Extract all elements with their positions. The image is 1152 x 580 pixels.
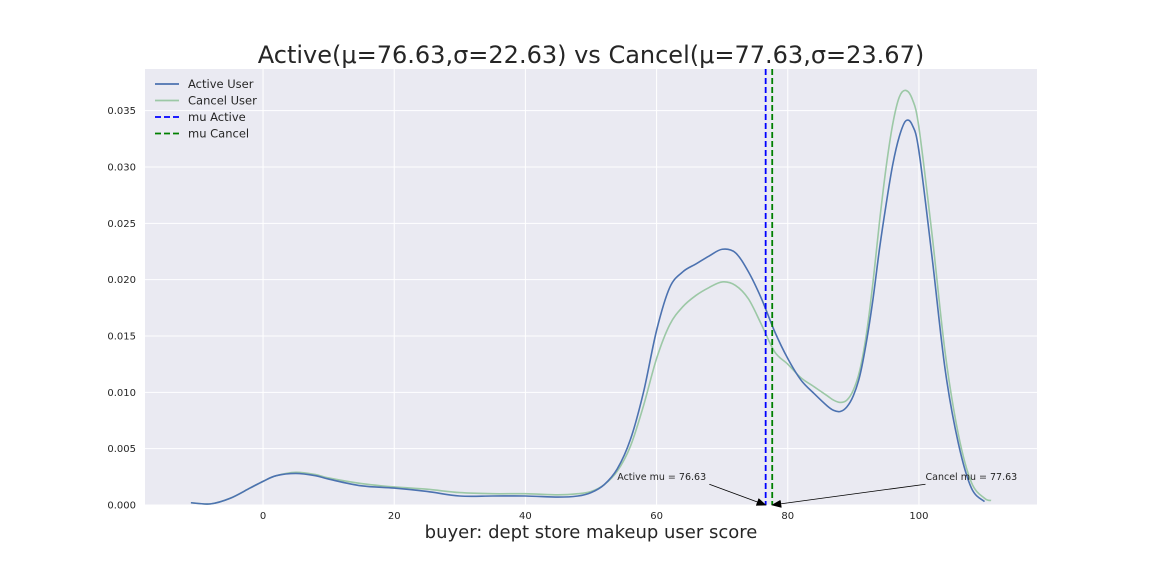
annotations: Active mu = 76.63 Cancel mu = 77.63 bbox=[617, 472, 1018, 508]
annotation-arrow bbox=[771, 483, 926, 508]
x-tick-label: 100 bbox=[909, 511, 928, 522]
y-tick-label: 0.030 bbox=[107, 163, 136, 174]
legend: Active User Cancel User mu Active mu Cancel bbox=[155, 77, 257, 141]
series-layer bbox=[190, 69, 992, 505]
x-tick-label: 20 bbox=[388, 511, 401, 522]
legend-label: mu Cancel bbox=[188, 127, 249, 141]
annotation-label: Active mu = 76.63 bbox=[617, 472, 706, 483]
x-tick-label: 80 bbox=[781, 511, 794, 522]
annotation-arrow bbox=[709, 483, 767, 506]
x-tick-label: 60 bbox=[650, 511, 663, 522]
x-tick-label: 40 bbox=[519, 511, 532, 522]
x-axis-label: buyer: dept store makeup user score bbox=[425, 522, 758, 543]
y-tick-label: 0.015 bbox=[107, 332, 136, 343]
y-tick-label: 0.020 bbox=[107, 275, 136, 286]
x-tick-label: 0 bbox=[260, 511, 266, 522]
y-tick-label: 0.005 bbox=[107, 444, 136, 455]
legend-label: mu Active bbox=[188, 110, 246, 124]
grid bbox=[145, 69, 1037, 506]
plot-area bbox=[145, 69, 1037, 505]
legend-label: Active User bbox=[188, 77, 254, 91]
chart-title: Active(μ=76.63,σ=22.63) vs Cancel(μ=77.6… bbox=[258, 41, 924, 69]
y-tick-label: 0.025 bbox=[107, 219, 136, 230]
tick-labels: 0 20 40 60 80 100 0.000 0.005 0.010 0.015 0.020 0.0… bbox=[107, 106, 928, 522]
legend-label: Cancel User bbox=[188, 94, 257, 108]
series-line-0 bbox=[190, 119, 986, 505]
y-tick-label: 0.010 bbox=[107, 388, 136, 399]
series-line-1 bbox=[190, 89, 992, 505]
annotation-label: Cancel mu = 77.63 bbox=[926, 472, 1018, 483]
y-tick-label: 0.000 bbox=[107, 501, 136, 512]
y-tick-label: 0.035 bbox=[107, 106, 136, 117]
